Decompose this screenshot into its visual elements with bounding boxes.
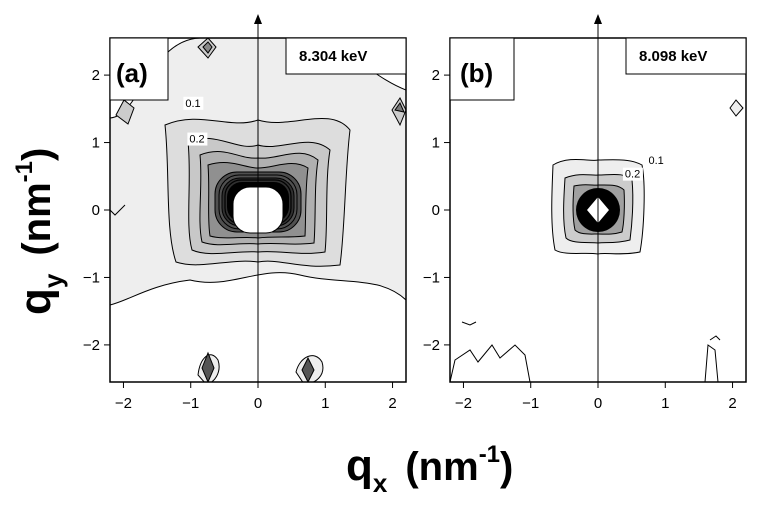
panel-b-y-tick-label: −1 xyxy=(423,269,440,286)
panel-a-y-tick-label: 2 xyxy=(92,67,100,84)
panel-a-contour-level-label: 0.2 xyxy=(189,134,204,146)
panel-b-level-label-bg xyxy=(646,154,667,168)
panel-a-energy-label: 8.304 keV xyxy=(299,48,367,65)
svg-text:qx(nm-1): qx (nm-1) xyxy=(346,441,513,498)
panel-b-x-tick-label: 2 xyxy=(728,395,736,412)
panel-b-contours xyxy=(450,99,744,382)
panel-b-side-peak xyxy=(729,99,744,117)
panel-a-x-tick-label: 1 xyxy=(321,395,329,412)
panel-b-y-tick-label: 2 xyxy=(432,67,440,84)
panel-a-x-tick-label: −1 xyxy=(182,395,199,412)
panel-a-label: (a) xyxy=(116,58,148,88)
panel-b: (b) 8.098 keV 0.1 0.2 −2 −1 0 1 2 −2 −1 0 1 2 xyxy=(423,14,747,412)
panel-a-y-tick-label: −1 xyxy=(83,269,100,286)
panel-a-contour-level-label: 0.1 xyxy=(185,98,200,110)
panel-b-x-tick-label: 0 xyxy=(594,395,602,412)
panel-a-y-tick-label: 0 xyxy=(92,202,100,219)
panel-b-y-tick-label: 1 xyxy=(432,135,440,152)
panel-b-y-tick-label: −2 xyxy=(423,337,440,354)
panel-a-level-label-bg xyxy=(187,132,208,146)
svg-text:qy(nm-1): qy(nm-1) xyxy=(11,148,68,315)
panel-a-y-tick-label: −2 xyxy=(83,337,100,354)
y-axis-title: qy(nm-1) xyxy=(11,148,68,315)
panel-b-arrow-icon xyxy=(594,14,602,24)
x-axis-title: qx (nm-1) xyxy=(346,441,513,498)
panel-b-y-tick-label: 0 xyxy=(432,202,440,219)
panel-b-x-tick-label: 1 xyxy=(661,395,669,412)
panel-b-energy-label: 8.098 keV xyxy=(639,48,707,65)
panel-a-x-tick-label: −2 xyxy=(115,395,132,412)
panel-b-x-tick-label: −1 xyxy=(522,395,539,412)
panel-b-contour-level-label: 0.2 xyxy=(625,169,640,181)
panel-a: (a) 8.304 keV 0.1 0.2 −2 −1 0 1 2 −2 −1 0 1 2 xyxy=(83,14,407,412)
panel-a-y-tick-label: 1 xyxy=(92,135,100,152)
panel-b-x-tick-label: −2 xyxy=(455,395,472,412)
panel-a-level-label-bg xyxy=(183,96,204,110)
panel-a-x-tick-label: 2 xyxy=(388,395,396,412)
panel-a-side-peaks xyxy=(115,38,406,382)
panel-b-contour-level-label: 0.1 xyxy=(648,155,663,167)
panel-b-level-label-bg xyxy=(622,167,643,181)
panel-b-label: (b) xyxy=(460,58,493,88)
panel-a-x-tick-label: 0 xyxy=(254,395,262,412)
panel-a-arrow-icon xyxy=(254,14,262,24)
